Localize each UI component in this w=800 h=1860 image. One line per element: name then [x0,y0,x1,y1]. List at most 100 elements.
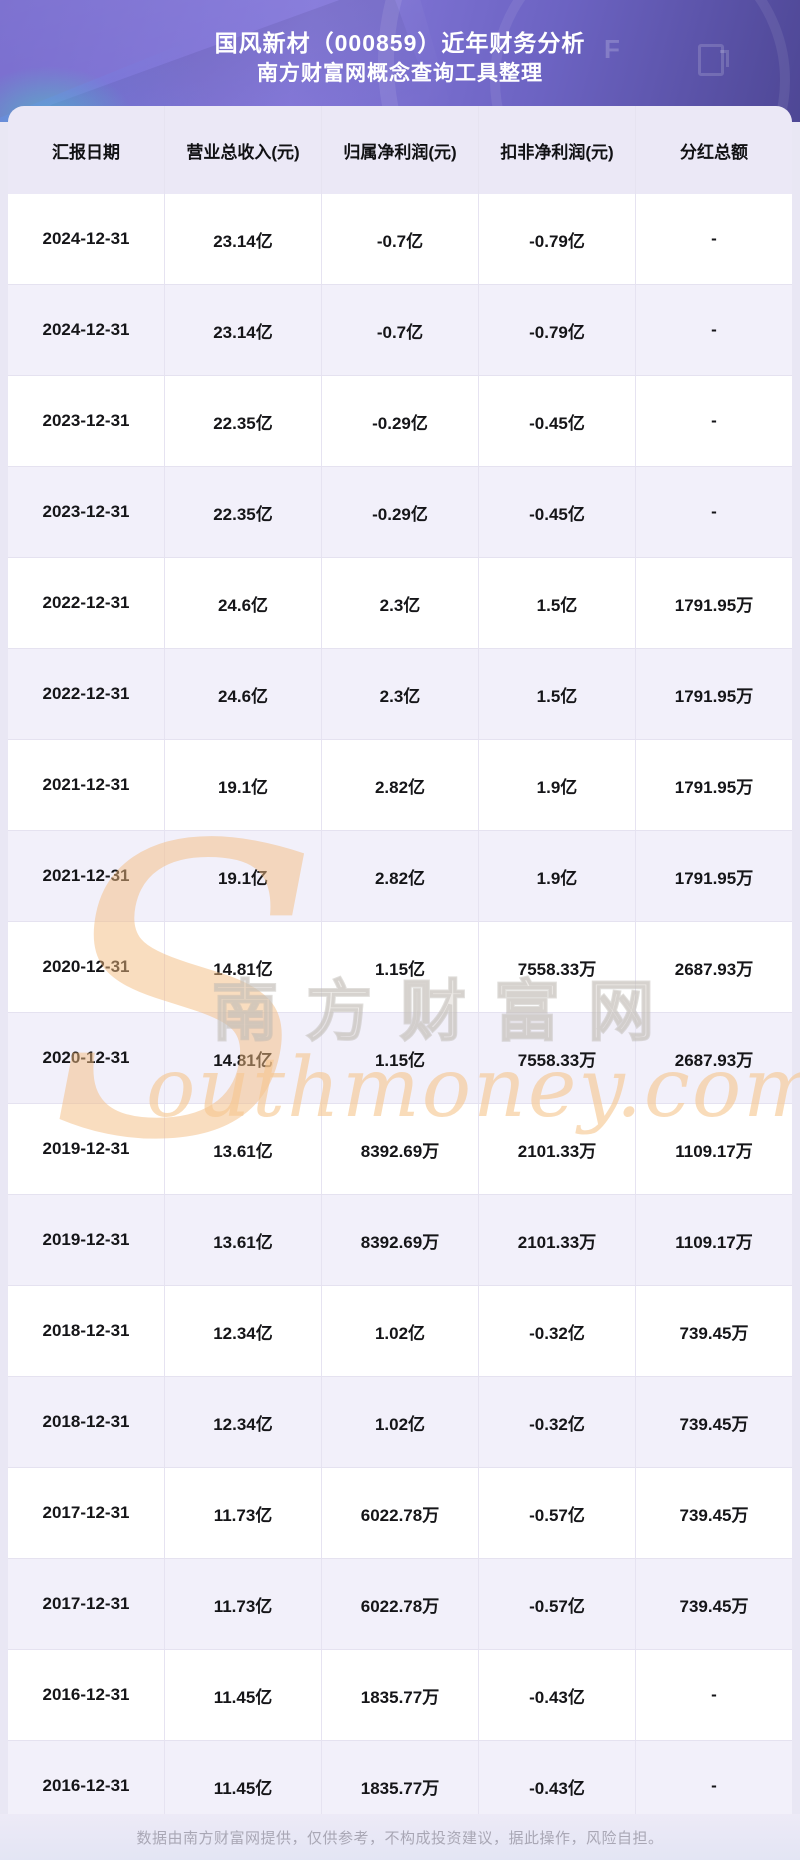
table-cell: 2023-12-31 [8,467,165,557]
table-cell: 2687.93万 [674,959,754,979]
table-cell: 1791.95万 [674,595,754,615]
table-cell: 2022-12-31 [8,649,165,739]
table-cell: 8392.69万 [322,1104,479,1194]
table-cell: 2019-12-31 [8,1104,165,1194]
table-row: 2017-12-31 11.73亿 6022.78万 -0.57亿 739.45万 [8,1467,792,1558]
table-cell: 2018-12-31 [8,1286,165,1376]
table-cell: 23.14亿 [165,194,322,284]
table-cell: 1.9亿 [479,740,636,830]
table-row: 2022-12-31 24.6亿 2.3亿 1.5亿 1791.95万 [8,557,792,648]
table-row: 2020-12-31 14.81亿 1.15亿 7558.33万 2687.93万 [8,1012,792,1103]
table-cell: - [711,502,717,521]
column-header-total-dividend: 分红总额 [680,142,748,162]
column-header-report-date: 汇报日期 [8,106,165,194]
page-title: 国风新材（000859）近年财务分析 [214,30,586,56]
table-cell: -0.45亿 [479,467,636,557]
table-cell: 19.1亿 [165,740,322,830]
table-cell: -0.7亿 [322,194,479,284]
table-cell: 1791.95万 [674,777,754,797]
table-cell: -0.32亿 [479,1286,636,1376]
table-cell: 23.14亿 [165,285,322,375]
table-cell: 2024-12-31 [8,285,165,375]
table-cell: 739.45万 [679,1505,749,1525]
column-header-net-profit: 归属净利润(元) [322,106,479,194]
table-cell: - [711,1776,717,1795]
table-cell: 739.45万 [679,1596,749,1616]
table-cell: 11.45亿 [165,1650,322,1740]
table-cell: 2.3亿 [322,649,479,739]
table-header-row: 汇报日期 营业总收入(元) 归属净利润(元) 扣非净利润(元) 分红总额 [8,106,792,194]
table-cell: 24.6亿 [165,558,322,648]
table-cell: 24.6亿 [165,649,322,739]
table-cell: -0.29亿 [322,467,479,557]
fuel-gauge-inner-arc-decoration [490,0,790,122]
table-row: 2024-12-31 23.14亿 -0.7亿 -0.79亿 - [8,284,792,375]
table-cell: 2.82亿 [322,831,479,921]
column-header-non-gaap-profit: 扣非净利润(元) [479,106,636,194]
table-cell: 1791.95万 [674,686,754,706]
table-cell: 11.73亿 [165,1468,322,1558]
fuel-gauge-arc-decoration [378,0,800,122]
table-cell: 2.3亿 [322,558,479,648]
table-cell: 2101.33万 [479,1195,636,1285]
table-cell: 19.1亿 [165,831,322,921]
table-cell: 2101.33万 [479,1104,636,1194]
financial-table: 汇报日期 营业总收入(元) 归属净利润(元) 扣非净利润(元) 分红总额 202… [8,106,792,1832]
table-cell: 2019-12-31 [8,1195,165,1285]
table-cell: -0.57亿 [479,1559,636,1649]
footer-bar: 数据由南方财富网提供，仅供参考，不构成投资建议，据此操作，风险自担。 [0,1814,800,1860]
table-cell: - [711,411,717,430]
table-cell: - [711,229,717,248]
table-cell: 1835.77万 [322,1741,479,1831]
table-cell: -0.57亿 [479,1468,636,1558]
table-cell: 2017-12-31 [8,1468,165,1558]
table-cell: 1.9亿 [479,831,636,921]
column-header-total-revenue: 营业总收入(元) [165,106,322,194]
table-cell: 2018-12-31 [8,1377,165,1467]
header-band: F [0,0,800,122]
table-row: 2023-12-31 22.35亿 -0.29亿 -0.45亿 - [8,375,792,466]
table-cell: 1.15亿 [322,922,479,1012]
table-cell: 12.34亿 [165,1377,322,1467]
table-cell: 13.61亿 [165,1104,322,1194]
fuel-gauge-f-mark: F [604,34,620,64]
table-cell: 1.02亿 [322,1286,479,1376]
table-cell: 1835.77万 [322,1650,479,1740]
table-body: 2024-12-31 23.14亿 -0.7亿 -0.79亿 - 2024-12-31 23… [8,194,792,1831]
table-cell: -0.45亿 [479,376,636,466]
table-cell: 739.45万 [679,1414,749,1434]
table-row: 2019-12-31 13.61亿 8392.69万 2101.33万 1109.17万 [8,1194,792,1285]
table-cell: 1.02亿 [322,1377,479,1467]
table-cell: 2016-12-31 [8,1741,165,1831]
table-cell: 1.5亿 [479,649,636,739]
table-row: 2021-12-31 19.1亿 2.82亿 1.9亿 1791.95万 [8,739,792,830]
table-cell: 7558.33万 [479,1013,636,1103]
table-cell: -0.29亿 [322,376,479,466]
table-row: 2016-12-31 11.45亿 1835.77万 -0.43亿 - [8,1649,792,1740]
table-cell: 12.34亿 [165,1286,322,1376]
table-cell: 2020-12-31 [8,1013,165,1103]
table-cell: 1.15亿 [322,1013,479,1103]
table-cell: -0.43亿 [479,1650,636,1740]
table-cell: 2.82亿 [322,740,479,830]
table-row: 2024-12-31 23.14亿 -0.7亿 -0.79亿 - [8,194,792,284]
table-cell: - [711,1685,717,1704]
table-cell: 14.81亿 [165,1013,322,1103]
table-cell: 13.61亿 [165,1195,322,1285]
table-cell: 2022-12-31 [8,558,165,648]
table-cell: 1.5亿 [479,558,636,648]
table-cell: 2024-12-31 [8,194,165,284]
table-cell: 22.35亿 [165,376,322,466]
table-cell: 14.81亿 [165,922,322,1012]
table-cell: 2020-12-31 [8,922,165,1012]
page-subtitle: 南方财富网概念查询工具整理 [257,62,543,85]
table-cell: -0.79亿 [479,285,636,375]
table-row: 2021-12-31 19.1亿 2.82亿 1.9亿 1791.95万 [8,830,792,921]
table-cell: 6022.78万 [322,1559,479,1649]
table-row: 2022-12-31 24.6亿 2.3亿 1.5亿 1791.95万 [8,648,792,739]
table-cell: 2021-12-31 [8,740,165,830]
table-cell: 8392.69万 [322,1195,479,1285]
table-cell: 1109.17万 [675,1232,753,1252]
table-cell: -0.79亿 [479,194,636,284]
table-row: 2023-12-31 22.35亿 -0.29亿 -0.45亿 - [8,466,792,557]
